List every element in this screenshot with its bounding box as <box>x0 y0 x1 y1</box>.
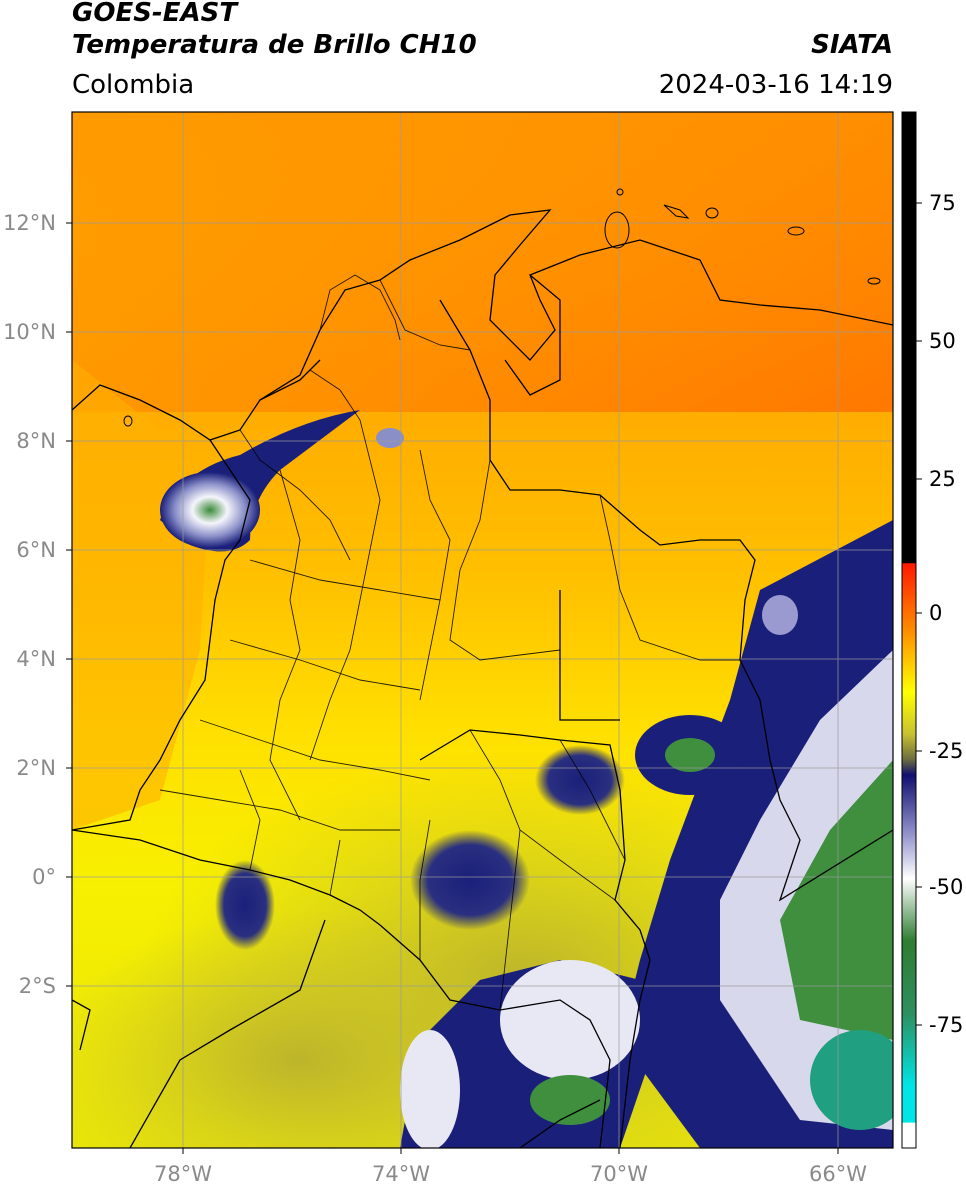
lon-label-74W: 74°W <box>372 1162 430 1186</box>
lat-label-8N: 8°N <box>16 429 56 453</box>
lat-label-0: 0° <box>32 865 56 889</box>
lat-label-2S: 2°S <box>18 974 56 998</box>
colorbar-ticks <box>916 202 922 1026</box>
lat-label-12N: 12°N <box>3 211 56 235</box>
lon-label-78W: 78°W <box>154 1162 212 1186</box>
timestamp-label: 2024-03-16 14:19 <box>658 70 893 100</box>
country-borders <box>72 209 893 1148</box>
colorbar <box>901 111 917 1149</box>
lat-label-2N: 2°N <box>16 756 56 780</box>
map-raster <box>72 112 893 1148</box>
colorbar-label-50: 50 <box>929 329 956 353</box>
title-line-2: Temperatura de Brillo CH10 <box>72 30 477 60</box>
lat-label-4N: 4°N <box>16 647 56 671</box>
lon-label-70W: 70°W <box>590 1162 648 1186</box>
map-axis-ticks <box>66 222 839 1154</box>
region-label: Colombia <box>72 70 195 100</box>
colorbar-label-minus75: -75 <box>929 1013 964 1037</box>
coastline-islands <box>123 188 881 427</box>
colorbar-label-minus25: -25 <box>929 739 964 763</box>
colorbar-label-minus50: -50 <box>929 875 964 899</box>
colorbar-label-25: 25 <box>929 467 956 491</box>
lat-label-6N: 6°N <box>16 538 56 562</box>
department-borders <box>159 274 740 1011</box>
lon-label-66W: 66°W <box>809 1162 867 1186</box>
colorbar-label-0: 0 <box>929 601 943 625</box>
map-frame <box>71 111 894 1149</box>
lat-label-10N: 10°N <box>3 320 56 344</box>
colorbar-label-75: 75 <box>929 191 956 215</box>
graticule <box>72 112 893 1148</box>
organization-label: SIATA <box>811 30 893 60</box>
title-line-1: GOES-EAST <box>72 0 238 28</box>
